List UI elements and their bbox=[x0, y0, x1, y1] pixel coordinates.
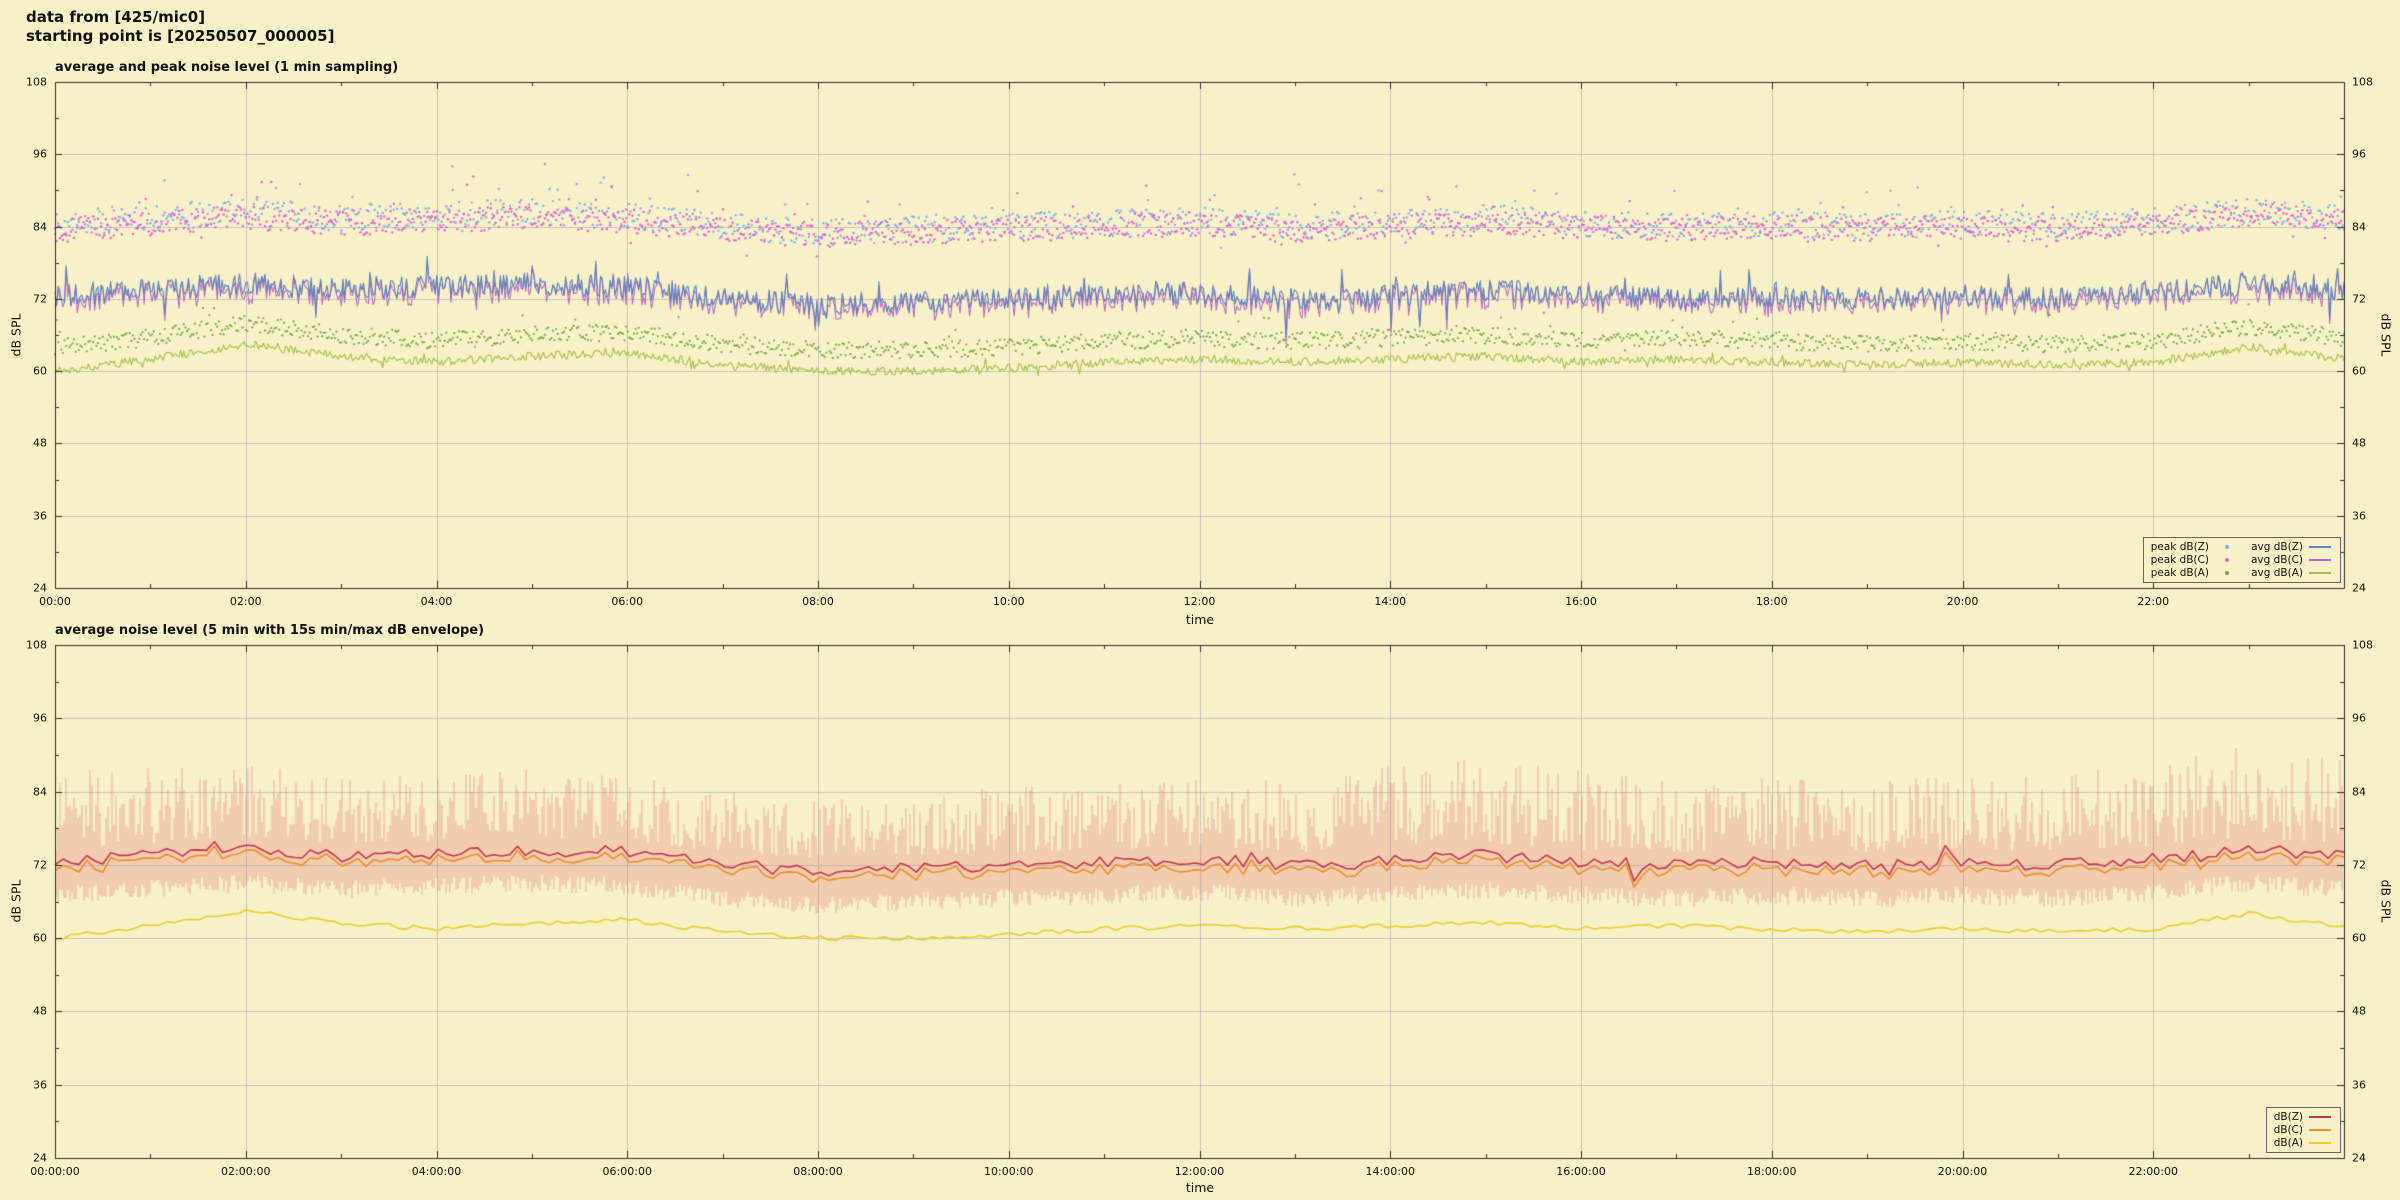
y-tick-label-right: 96 bbox=[2352, 711, 2366, 725]
x-tick-label: 10:00 bbox=[992, 595, 1025, 608]
legend-dot-marker bbox=[2224, 558, 2229, 562]
y-tick-label-right: 36 bbox=[2352, 509, 2366, 523]
legend-column: peak dB(Z) peak dB(C) peak dB(A) bbox=[2151, 541, 2239, 579]
x-tick-label: 20:00 bbox=[1946, 595, 1979, 608]
y-tick-label-right: 108 bbox=[2352, 75, 2373, 89]
y-tick-label-right: 72 bbox=[2352, 858, 2366, 872]
legend-line-marker bbox=[2309, 572, 2331, 574]
legend-dot-marker bbox=[2224, 571, 2229, 575]
y-tick-label-right: 72 bbox=[2352, 292, 2366, 306]
x-tick-label: 10:00:00 bbox=[984, 1165, 1034, 1178]
y-tick-label: 96 bbox=[33, 711, 47, 725]
legend-line-marker bbox=[2309, 1116, 2331, 1118]
x-tick-label: 20:00:00 bbox=[1937, 1165, 1988, 1178]
panel2-ylabel-right: dB SPL bbox=[2378, 879, 2394, 923]
legend-item-label: avg dB(A) bbox=[2251, 567, 2303, 579]
panel2-xlabel: time bbox=[1185, 1180, 1215, 1195]
x-tick-label: 12:00 bbox=[1183, 595, 1216, 608]
x-tick-label: 16:00:00 bbox=[1556, 1165, 1606, 1178]
x-tick-label: 00:00:00 bbox=[30, 1165, 80, 1178]
y-tick-label-right: 60 bbox=[2352, 931, 2366, 945]
x-tick-label: 14:00 bbox=[1374, 595, 1407, 608]
y-tick-label: 72 bbox=[33, 292, 47, 306]
header-line1: data from [425/mic0] bbox=[26, 8, 206, 26]
legend-item-label: avg dB(Z) bbox=[2251, 541, 2303, 553]
legend-item-label: avg dB(C) bbox=[2250, 554, 2303, 566]
panel1-xlabel: time bbox=[1185, 612, 1215, 627]
y-tick-label: 84 bbox=[33, 220, 47, 234]
x-tick-label: 06:00:00 bbox=[602, 1165, 652, 1178]
y-tick-label-right: 84 bbox=[2352, 220, 2366, 234]
legend-line-marker bbox=[2309, 1142, 2331, 1144]
y-tick-label: 36 bbox=[33, 1078, 47, 1092]
legend-item-label: dB(Z) bbox=[2273, 1111, 2303, 1123]
y-tick-label-right: 24 bbox=[2352, 1151, 2366, 1165]
x-tick-label: 16:00 bbox=[1565, 595, 1597, 608]
y-tick-label-right: 48 bbox=[2352, 1004, 2366, 1018]
x-tick-label: 14:00:00 bbox=[1365, 1165, 1415, 1178]
y-tick-label: 108 bbox=[26, 75, 47, 89]
y-tick-label: 24 bbox=[33, 581, 47, 595]
y-tick-label-right: 24 bbox=[2352, 581, 2366, 595]
x-tick-label: 22:00:00 bbox=[2128, 1165, 2178, 1178]
legend-line-marker bbox=[2309, 559, 2331, 561]
legend-column: avg dB(Z) avg dB(C) avg dB(A) bbox=[2251, 541, 2333, 579]
x-tick-label: 02:00 bbox=[229, 595, 262, 608]
y-tick-label: 108 bbox=[26, 638, 47, 652]
x-tick-label: 06:00 bbox=[611, 595, 644, 608]
legend: peak dB(Z) peak dB(C) peak dB(A) avg dB(Z) a… bbox=[2142, 537, 2341, 583]
panel1-ylabel-left: dB SPL bbox=[8, 313, 24, 357]
y-tick-label: 48 bbox=[33, 436, 47, 450]
y-tick-label-right: 96 bbox=[2352, 147, 2366, 161]
x-tick-label: 08:00 bbox=[802, 595, 834, 608]
y-tick-label: 96 bbox=[33, 147, 47, 161]
header-line2: starting point is [20250507_000005] bbox=[26, 27, 335, 45]
y-tick-label-right: 48 bbox=[2352, 436, 2366, 450]
panel1-ylabel-right: dB SPL bbox=[2378, 313, 2394, 357]
x-tick-label: 02:00:00 bbox=[221, 1165, 271, 1178]
y-tick-label: 48 bbox=[33, 1004, 47, 1018]
y-tick-label: 60 bbox=[33, 364, 47, 378]
legend-item-label: peak dB(C) bbox=[2150, 554, 2209, 566]
y-tick-label: 72 bbox=[33, 858, 47, 872]
legend-item-label: peak dB(A) bbox=[2150, 567, 2209, 579]
x-tick-label: 04:00:00 bbox=[411, 1165, 462, 1178]
x-tick-label: 08:00:00 bbox=[793, 1165, 843, 1178]
x-tick-label: 22:00 bbox=[2137, 595, 2170, 608]
legend-dot-marker bbox=[2224, 545, 2229, 549]
panel1-title: average and peak noise level (1 min samp… bbox=[55, 60, 399, 75]
legend-item-label: dB(C) bbox=[2273, 1124, 2303, 1136]
legend-column: dB(Z) dB(C) dB(A) bbox=[2274, 1111, 2333, 1149]
y-tick-label: 60 bbox=[33, 931, 47, 945]
legend-item-label: dB(A) bbox=[2273, 1137, 2303, 1149]
legend: dB(Z) dB(C) dB(A) bbox=[2265, 1107, 2341, 1153]
x-tick-label: 00:00 bbox=[39, 595, 71, 608]
y-tick-label: 84 bbox=[33, 785, 47, 799]
legend-line-marker bbox=[2309, 1129, 2331, 1131]
x-tick-label: 18:00:00 bbox=[1747, 1165, 1797, 1178]
y-tick-label: 36 bbox=[33, 509, 47, 523]
legend-line-marker bbox=[2309, 546, 2331, 548]
y-tick-label-right: 108 bbox=[2352, 638, 2373, 652]
panel2-title: average noise level (5 min with 15s min/… bbox=[55, 623, 485, 638]
panel2-ylabel-left: dB SPL bbox=[8, 879, 24, 923]
legend-item-label: peak dB(Z) bbox=[2150, 541, 2209, 553]
y-tick-label-right: 60 bbox=[2352, 364, 2366, 378]
y-tick-label-right: 36 bbox=[2352, 1078, 2366, 1092]
y-tick-label-right: 84 bbox=[2352, 785, 2366, 799]
y-tick-label: 24 bbox=[33, 1151, 47, 1165]
x-tick-label: 04:00 bbox=[420, 595, 453, 608]
x-tick-label: 12:00:00 bbox=[1174, 1165, 1225, 1178]
x-tick-label: 18:00 bbox=[1755, 595, 1788, 608]
